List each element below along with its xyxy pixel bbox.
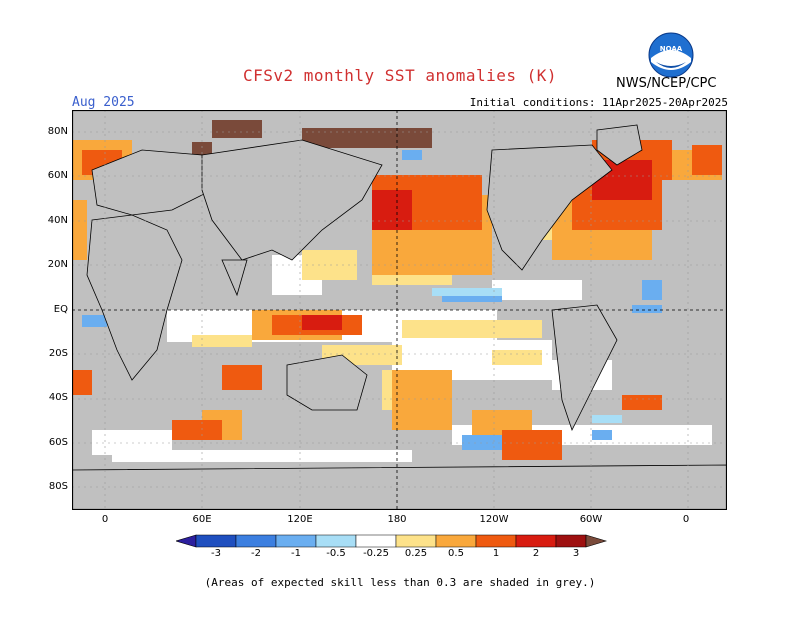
lat-label-20s: 20S [48, 348, 68, 359]
greenland [596, 124, 643, 166]
lat-label-20n: 20N [47, 259, 68, 270]
forecast-month: Aug 2025 [72, 95, 135, 110]
noaa-logo-text: NOAA [660, 45, 683, 53]
agency-label: NWS/NCEP/CPC [616, 76, 717, 91]
lon-label-120w: 120W [479, 514, 509, 525]
lon-label-120e: 120E [287, 514, 313, 525]
sst-anomaly-map [72, 110, 727, 510]
colorbar-label: 3 [572, 548, 580, 559]
lat-label-40n: 40N [47, 215, 68, 226]
lat-label-60n: 60N [47, 170, 68, 181]
north-america [486, 144, 613, 271]
colorbar-label: -2 [251, 548, 261, 559]
lon-label-60w: 60W [579, 514, 603, 525]
colorbar [176, 534, 608, 548]
noaa-logo: NOAA [648, 32, 694, 78]
australia [286, 354, 368, 411]
colorbar-label: -0.25 [363, 548, 389, 559]
africa [86, 214, 183, 381]
europe [91, 149, 213, 216]
colorbar-label: -3 [211, 548, 221, 559]
lon-label-0-west: 0 [101, 514, 109, 525]
colorbar-label: -1 [291, 548, 301, 559]
lon-label-180: 180 [387, 514, 407, 525]
continents [72, 124, 727, 510]
initial-conditions: Initial conditions: 11Apr2025-20Apr2025 [469, 96, 728, 109]
anomaly-light-negative [432, 288, 622, 423]
india [221, 259, 248, 297]
colorbar-label: 2 [532, 548, 540, 559]
antarctica [72, 464, 727, 510]
asia [201, 139, 383, 261]
lat-label-40s: 40S [48, 392, 68, 403]
colorbar-label: 1 [492, 548, 500, 559]
colorbar-label: 0.25 [404, 548, 428, 559]
anomaly-above-3 [192, 120, 432, 156]
colorbar-below-min [176, 534, 197, 548]
lat-label-80n: 80N [47, 126, 68, 137]
colorbar-label: -0.5 [326, 548, 346, 559]
lat-label-60s: 60S [48, 437, 68, 448]
colorbar-above-max [585, 534, 608, 548]
south-america [551, 304, 618, 432]
lat-label-80s: 80S [48, 481, 68, 492]
lon-label-60e: 60E [192, 514, 212, 525]
chart-title: CFSv2 monthly SST anomalies (K) [242, 66, 558, 85]
skill-note: (Areas of expected skill less than 0.3 a… [204, 576, 596, 589]
lon-label-0-east: 0 [682, 514, 690, 525]
lat-label-eq: EQ [53, 304, 68, 315]
colorbar-label: 0.5 [448, 548, 464, 559]
map-frame [72, 110, 727, 510]
